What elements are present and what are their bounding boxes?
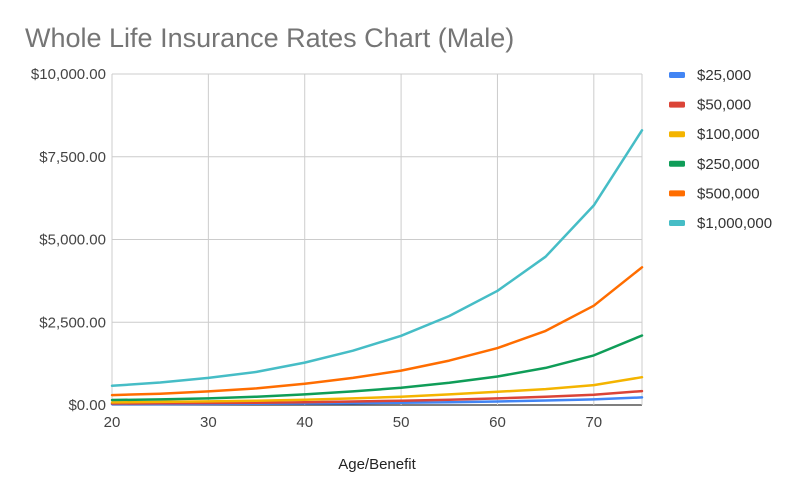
y-tick-label: $2,500.00: [39, 314, 106, 331]
y-tick-label: $0.00: [68, 397, 106, 414]
series-lines: [110, 129, 644, 406]
legend: $25,000 $50,000 $100,000 $250,000 $500,000 $1…: [669, 67, 772, 232]
series-line-2: [110, 389, 644, 405]
x-tick-label: 70: [585, 414, 602, 431]
legend-swatch: [669, 190, 685, 197]
y-tick-label: $7,500.00: [39, 149, 106, 166]
x-tick-label: 20: [104, 414, 121, 431]
legend-swatch: [669, 101, 685, 108]
legend-label: $250,000: [697, 156, 760, 173]
y-tick-label: $10,000.00: [31, 66, 106, 83]
x-tick-label: 40: [296, 414, 313, 431]
series-line-5: [110, 266, 644, 397]
legend-swatch: [669, 220, 685, 226]
legend-label: $500,000: [697, 185, 760, 202]
legend-label: $100,000: [697, 126, 760, 143]
x-tick-label: 30: [200, 414, 217, 431]
x-axis-label: Age/Benefit: [338, 456, 416, 473]
series-line-6: [110, 129, 644, 388]
series-line-3: [110, 375, 644, 404]
legend-label: $1,000,000: [697, 215, 772, 232]
legend-label: $25,000: [697, 67, 751, 84]
series-line-4: [110, 334, 644, 402]
x-tick-label: 50: [393, 414, 410, 431]
x-axis-ticks: 20 30 40 50 60 70: [104, 414, 603, 431]
legend-label: $50,000: [697, 97, 751, 114]
legend-swatch: [669, 160, 685, 167]
y-axis-ticks: $0.00 $2,500.00 $5,000.00 $7,500.00 $10,000.…: [31, 66, 106, 414]
legend-swatch: [669, 131, 685, 138]
chart-title: Whole Life Insurance Rates Chart (Male): [25, 23, 514, 53]
legend-swatch: [669, 72, 685, 78]
x-tick-label: 60: [489, 414, 506, 431]
y-tick-label: $5,000.00: [39, 232, 106, 249]
